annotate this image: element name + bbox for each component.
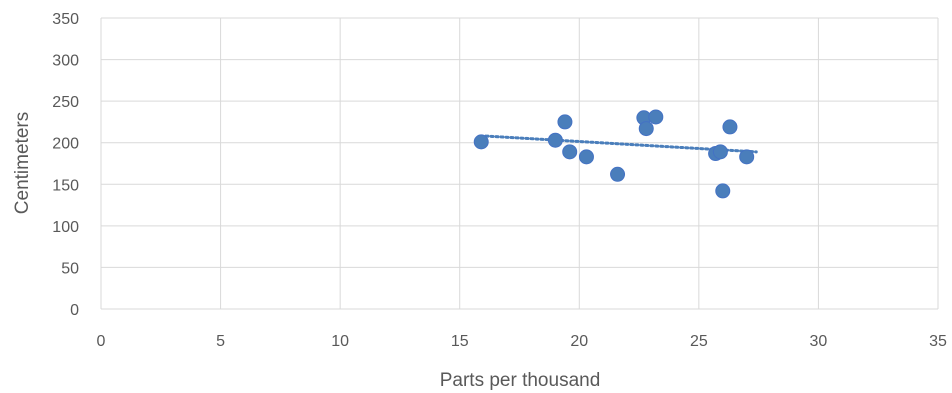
data-point-5 [610, 166, 626, 182]
y-tick-label: 0 [70, 302, 79, 319]
y-tick-label: 50 [61, 260, 79, 277]
x-tick-label: 35 [929, 333, 947, 350]
x-tick-label: 5 [216, 333, 225, 350]
x-tick-label: 0 [97, 333, 106, 350]
y-axis-tick-labels: 0 50 100 150 200 250 300 350 [52, 11, 79, 319]
gridlines [100, 17, 939, 310]
y-tick-label: 150 [52, 177, 79, 194]
y-tick-label: 250 [52, 94, 79, 111]
y-axis-title: Centimeters [12, 112, 33, 214]
x-tick-label: 30 [810, 333, 828, 350]
y-tick-label: 300 [52, 53, 79, 70]
data-point-1 [547, 132, 563, 148]
x-axis-title: Parts per thousand [440, 370, 601, 391]
data-point-3 [562, 144, 578, 160]
data-point-11 [715, 183, 731, 199]
x-tick-label: 25 [690, 333, 708, 350]
y-tick-label: 100 [52, 219, 79, 236]
data-point-0 [473, 134, 489, 150]
data-point-12 [722, 119, 738, 135]
data-point-4 [578, 149, 594, 165]
data-points [473, 109, 755, 199]
data-point-13 [739, 149, 755, 165]
data-point-10 [712, 144, 728, 160]
y-tick-label: 200 [52, 136, 79, 153]
x-tick-label: 15 [451, 333, 469, 350]
data-point-2 [557, 114, 573, 130]
data-point-8 [648, 109, 664, 125]
x-axis-tick-labels: 0 5 10 15 20 25 30 35 [97, 333, 947, 350]
y-tick-label: 350 [52, 11, 79, 28]
x-tick-label: 20 [570, 333, 588, 350]
data-point-7 [638, 121, 654, 137]
x-tick-label: 10 [331, 333, 349, 350]
